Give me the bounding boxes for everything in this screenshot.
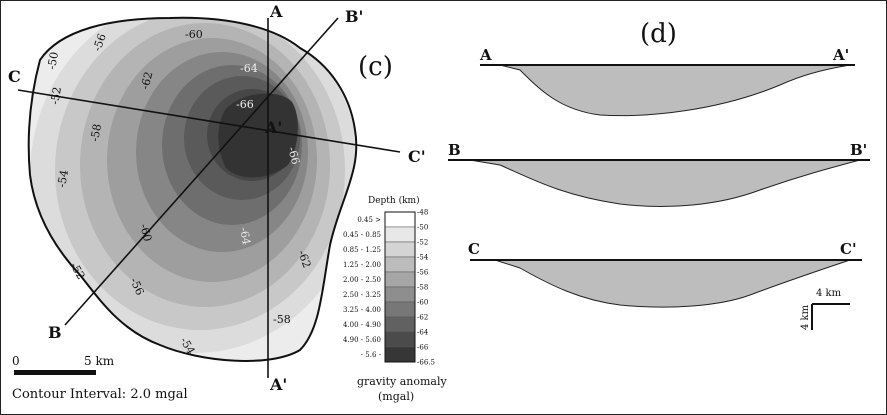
legend-depth-label: 0.45 > <box>357 216 381 224</box>
scale-zero-label: 0 <box>12 354 20 368</box>
profile-b: B B' <box>448 141 870 207</box>
legend-depth-label: - 5.6 - <box>361 351 382 359</box>
legend-depth-label: 2.00 - 2.50 <box>343 276 381 284</box>
legend-swatch <box>384 346 416 363</box>
profile-b-start-label: B <box>48 323 62 342</box>
contour-label: -60 <box>185 28 203 41</box>
legend-anomaly-tick: -62 <box>417 314 428 322</box>
section-scale: 4 km 4 km <box>800 288 850 330</box>
contour-label: -58 <box>273 313 291 326</box>
section-scale-horizontal-label: 4 km <box>816 288 842 299</box>
legend-depth-label: 4.00 - 4.90 <box>343 321 381 329</box>
contour-label: -50 <box>45 51 61 71</box>
legend-swatch <box>384 226 416 243</box>
profile-a-end-label-bottom: A' <box>269 375 287 394</box>
contour-label: -58 <box>88 123 104 143</box>
legend-anomaly-tick: -52 <box>417 239 428 247</box>
contour-label: -62 <box>138 70 155 90</box>
legend: Depth (km) 0.45 > 0.45 - 0.85 0.85 - 1.25 1… <box>343 195 447 403</box>
legend-bottom-label-1: gravity anomaly <box>357 375 447 388</box>
legend-depth-label: 0.85 - 1.25 <box>343 246 381 254</box>
legend-swatches <box>384 211 416 363</box>
legend-swatch <box>384 301 416 318</box>
legend-anomaly-tick: -66.5 <box>417 359 435 367</box>
legend-depth-label: 4.90 - 5.60 <box>343 336 381 344</box>
legend-swatch <box>384 271 416 288</box>
legend-anomaly-tick: -66 <box>417 344 429 352</box>
legend-swatch <box>384 331 416 348</box>
profile-line-b <box>64 17 339 326</box>
contour-label: -62 <box>295 249 313 270</box>
contour-labels: -60 -56 -50 -52 -62 -64 -66 -58 -54 -66 … <box>45 28 313 357</box>
contour-label: -64 <box>240 62 258 75</box>
panel-c-label: (c) <box>358 52 393 82</box>
legend-swatch <box>384 241 416 258</box>
contour-interval-note: Contour Interval: 2.0 mgal <box>12 387 188 402</box>
contour-label: -64 <box>237 226 253 246</box>
legend-frame <box>384 211 416 363</box>
section-scale-vertical-label: 4 km <box>800 304 811 330</box>
scale-end-label: 5 km <box>84 354 115 368</box>
profile-c-start-label: C <box>8 67 21 86</box>
legend-depth-label: 3.25 - 4.00 <box>343 306 381 314</box>
section-scale-bar <box>811 303 850 330</box>
panel-d-label: (d) <box>640 19 677 49</box>
profile-b-end-label: B' <box>345 7 363 26</box>
contour-label: -60 <box>137 222 154 242</box>
profile-b-end-label: B' <box>850 141 867 159</box>
legend-anomaly-tick: -58 <box>417 284 428 292</box>
profile-b-start-label: B <box>448 141 461 159</box>
profile-a-start-label: A <box>479 46 492 64</box>
basin-outline <box>27 16 358 362</box>
profile-c: C C' <box>468 240 862 308</box>
profile-a: A A' <box>479 46 855 117</box>
contour-label: -66 <box>285 145 302 165</box>
legend-swatch <box>384 211 416 228</box>
profile-a-basin <box>499 64 851 117</box>
legend-depth-label: 0.45 - 0.85 <box>343 231 381 239</box>
profile-b-basin <box>469 159 861 207</box>
profile-lines <box>17 17 401 378</box>
legend-swatch <box>384 316 416 333</box>
legend-anomaly-tick: -56 <box>417 269 429 277</box>
legend-anomaly-tick: -54 <box>417 254 429 262</box>
legend-depth-labels: 0.45 > 0.45 - 0.85 0.85 - 1.25 1.25 - 2.00 2… <box>343 216 382 359</box>
profile-a-start-label: A <box>269 2 283 21</box>
profile-a-end-label: A' <box>832 46 849 64</box>
legend-anomaly-tick: -48 <box>417 209 428 217</box>
legend-bottom-label-2: (mgal) <box>378 390 414 403</box>
contour-label: -56 <box>91 32 109 53</box>
legend-anomaly-tick: -50 <box>417 224 428 232</box>
profile-c-basin <box>494 259 851 308</box>
contour-band-core <box>218 93 298 178</box>
legend-anomaly-ticks: -48 -50 -52 -54 -56 -58 -60 -62 -64 -66 -66.5 <box>417 209 435 367</box>
legend-swatch <box>384 286 416 303</box>
profile-a-end-label: A' <box>264 118 282 137</box>
legend-anomaly-tick: -64 <box>417 329 429 337</box>
scale-bar <box>14 370 96 375</box>
profile-c-start-label: C <box>468 240 480 258</box>
profile-c-end-label: C' <box>408 147 426 166</box>
legend-title: Depth (km) <box>368 195 420 206</box>
profile-line-c <box>17 89 401 153</box>
profile-c-end-label: C' <box>840 240 857 258</box>
profile-line-labels: A A' B' B C C' A' <box>8 2 426 394</box>
contour-label: -54 <box>55 169 71 189</box>
map-scale-bar: 0 5 km <box>12 354 115 375</box>
legend-depth-label: 1.25 - 2.00 <box>343 261 381 269</box>
legend-swatch <box>384 256 416 273</box>
contour-label: -66 <box>236 98 254 111</box>
legend-anomaly-tick: -60 <box>417 299 428 307</box>
legend-depth-label: 2.50 - 3.25 <box>343 291 381 299</box>
